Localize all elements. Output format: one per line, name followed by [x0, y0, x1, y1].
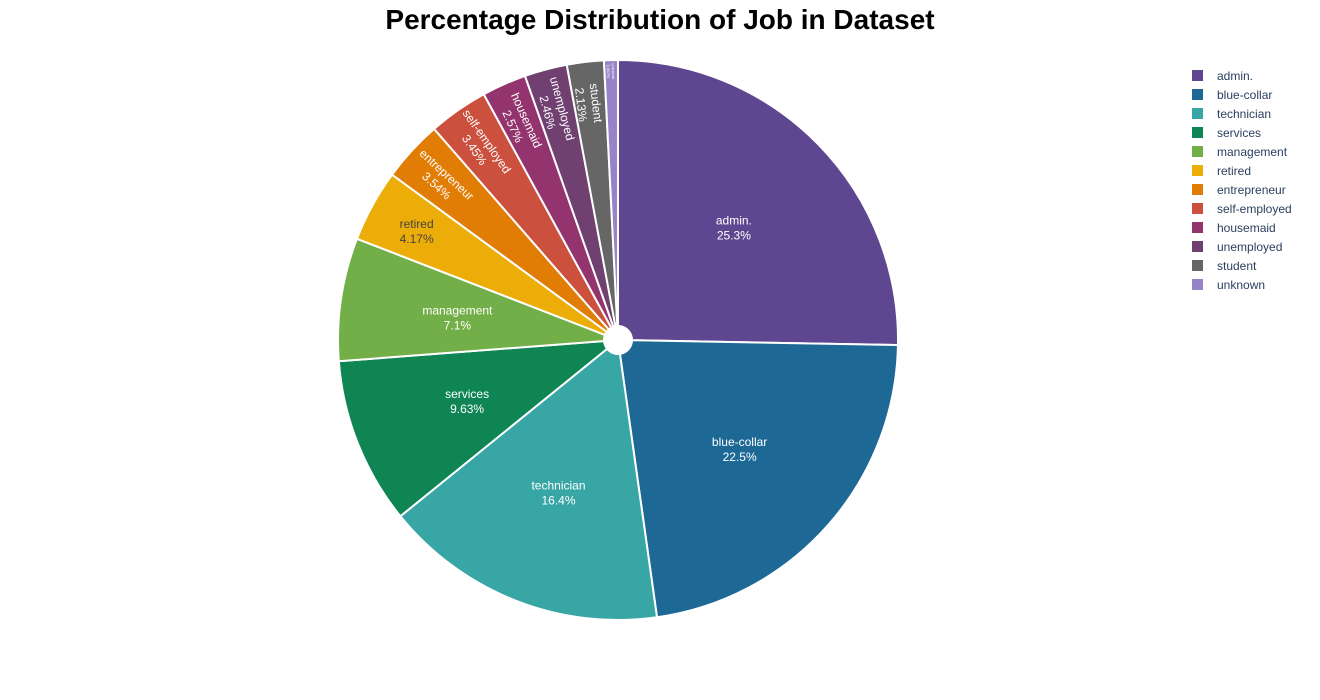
- legend-swatch: [1192, 146, 1203, 157]
- legend-swatch: [1192, 108, 1203, 119]
- legend-label: unemployed: [1217, 239, 1283, 254]
- pie-slices: [337, 58, 899, 621]
- legend-item-student[interactable]: student: [1192, 256, 1317, 275]
- slice-label-name: unknown: [611, 63, 616, 79]
- legend-item-blue-collar[interactable]: blue-collar: [1192, 85, 1317, 104]
- legend-swatch: [1192, 279, 1203, 290]
- legend-label: retired: [1217, 163, 1252, 178]
- slice-label-name: management: [422, 303, 493, 317]
- slice-technician[interactable]: [398, 338, 659, 621]
- legend-label: housemaid: [1217, 220, 1276, 235]
- slice-label-name: blue-collar: [712, 435, 767, 449]
- legend-label: blue-collar: [1217, 87, 1273, 102]
- slice-label-name: retired: [400, 217, 434, 231]
- legend: admin. blue-collar technician services manag…: [1192, 66, 1317, 294]
- legend-label: unknown: [1217, 277, 1266, 292]
- slice-management[interactable]: [337, 237, 619, 363]
- legend-label: technician: [1217, 106, 1272, 121]
- slice-label-name: admin.: [716, 213, 752, 227]
- legend-swatch: [1192, 241, 1203, 252]
- legend-item-retired[interactable]: retired: [1192, 161, 1317, 180]
- legend-swatch: [1192, 184, 1203, 195]
- slice-label-percent: 25.3%: [717, 228, 751, 242]
- legend-item-self-employed[interactable]: self-employed: [1192, 199, 1317, 218]
- legend-swatch: [1192, 127, 1203, 138]
- slice-blue-collar[interactable]: [616, 338, 899, 619]
- legend-swatch: [1192, 222, 1203, 233]
- legend-item-entrepreneur[interactable]: entrepreneur: [1192, 180, 1317, 199]
- legend-item-housemaid[interactable]: housemaid: [1192, 218, 1317, 237]
- legend-item-management[interactable]: management: [1192, 142, 1317, 161]
- legend-swatch: [1192, 70, 1203, 81]
- legend-item-technician[interactable]: technician: [1192, 104, 1317, 123]
- slice-label-percent: 2.13%: [572, 87, 590, 123]
- slice-label-percent: 16.4%: [541, 493, 575, 507]
- legend-label: services: [1217, 125, 1262, 140]
- legend-item-admin[interactable]: admin.: [1192, 66, 1317, 85]
- pie-center-hole: [603, 325, 633, 355]
- legend-swatch: [1192, 203, 1203, 214]
- chart-title: Percentage Distribution of Job in Datase…: [385, 4, 935, 35]
- slice-label-name: student: [587, 83, 606, 124]
- legend-label: self-employed: [1217, 201, 1292, 216]
- slice-label-name: technician: [531, 478, 585, 492]
- slice-unknown[interactable]: [602, 58, 619, 341]
- legend-label: entrepreneur: [1217, 182, 1286, 197]
- slice-label-percent: 9.63%: [450, 402, 484, 416]
- legend-item-unemployed[interactable]: unemployed: [1192, 237, 1317, 256]
- legend-swatch: [1192, 260, 1203, 271]
- legend-label: admin.: [1217, 68, 1254, 83]
- slice-admin[interactable]: [617, 58, 899, 347]
- slice-services[interactable]: [337, 338, 622, 518]
- legend-swatch: [1192, 89, 1203, 100]
- legend-swatch: [1192, 165, 1203, 176]
- legend-label: student: [1217, 258, 1257, 273]
- legend-item-unknown[interactable]: unknown: [1192, 275, 1317, 294]
- slice-label-percent: 7.1%: [444, 318, 472, 332]
- slice-label-percent: 4.17%: [400, 232, 434, 246]
- legend-label: management: [1217, 144, 1288, 159]
- slice-label-percent: 22.5%: [723, 450, 757, 464]
- slice-label-percent: 0.802%: [606, 65, 611, 79]
- legend-item-services[interactable]: services: [1192, 123, 1317, 142]
- slice-label-name: services: [445, 387, 489, 401]
- slice-label-admin: admin.25.3%: [716, 213, 752, 242]
